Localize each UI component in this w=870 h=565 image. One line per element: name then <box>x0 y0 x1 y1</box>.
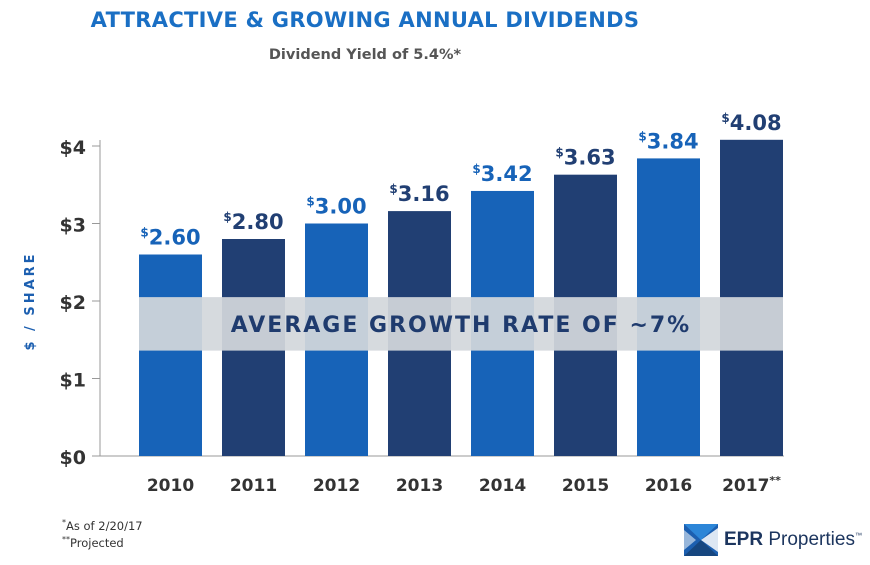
value-label-2016: $3.84 <box>638 129 698 153</box>
growth-rate-label: AVERAGE GROWTH RATE OF ~7% <box>231 313 691 338</box>
chart-title: ATTRACTIVE & GROWING ANNUAL DIVIDENDS <box>90 8 640 32</box>
footnote-text: As of 2/20/17 <box>66 518 143 533</box>
epr-logo-icon <box>684 524 718 556</box>
x-tick-label-2017: 2017** <box>722 474 781 496</box>
y-axis-label: $ / SHARE <box>23 251 38 350</box>
x-tick-label-2010: 2010 <box>147 476 194 496</box>
footnote-text: Projected <box>70 535 124 550</box>
y-tick-label: $2 <box>60 292 86 314</box>
x-tick-label-2011: 2011 <box>230 476 277 496</box>
growth-rate-band <box>139 297 783 351</box>
y-tick-label: $3 <box>60 215 86 237</box>
bar-chart: $ / SHARE $0 $1 $2 $3 $4 AVERAGE GROWTH RATE O… <box>23 111 784 496</box>
value-label-2014: $3.42 <box>472 162 532 186</box>
x-tick-label-2013: 2013 <box>396 476 443 496</box>
value-label-2011: $2.80 <box>223 210 283 234</box>
footnote-projected: **Projected <box>62 535 124 550</box>
y-tick-label: $0 <box>60 447 86 469</box>
value-label-2013: $3.16 <box>389 182 449 206</box>
footnote-as-of: *As of 2/20/17 <box>62 518 143 533</box>
x-tick-label-2016: 2016 <box>645 476 692 496</box>
x-tick-label-2012: 2012 <box>313 476 360 496</box>
y-tick-label: $1 <box>60 370 86 392</box>
y-tick-label: $4 <box>60 137 86 159</box>
x-tick-label-2014: 2014 <box>479 476 526 496</box>
value-label-2015: $3.63 <box>555 146 615 170</box>
epr-logo: EPR Properties™ <box>684 524 864 556</box>
footnote-mark: ** <box>62 535 70 544</box>
footnote-mark: * <box>62 518 66 527</box>
value-label-2010: $2.60 <box>140 226 200 250</box>
value-label-2012: $3.00 <box>306 195 366 219</box>
x-tick-label-2015: 2015 <box>562 476 609 496</box>
chart-subtitle: Dividend Yield of 5.4%* <box>268 47 462 63</box>
logo-text: EPR Properties™ <box>724 529 862 550</box>
bar-2010 <box>139 254 202 456</box>
value-label-2017: $4.08 <box>721 111 781 135</box>
